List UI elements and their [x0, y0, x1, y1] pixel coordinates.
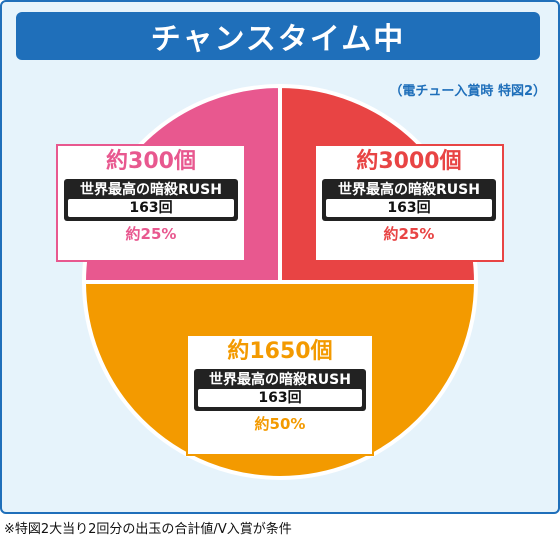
slice-percent-1650: 約50%: [254, 415, 306, 433]
slice-percent-3000: 約25%: [383, 225, 435, 243]
footnote: ※特図2大当り2回分の出玉の合計値/V入賞が条件: [4, 522, 292, 537]
slice-label-box-1650: 約1650個 世界最高の暗殺RUSH 163回 約50%: [186, 334, 374, 456]
slice-amount-1650: 約1650個: [227, 339, 333, 364]
slice-amount-300: 約300個: [106, 149, 196, 174]
slice-label-box-3000: 約3000個 世界最高の暗殺RUSH 163回 約25%: [314, 144, 504, 262]
slice-amount-3000: 約3000個: [356, 149, 462, 174]
chart-subtitle: （電チュー入賞時 特図2）: [389, 84, 546, 99]
round-count-1650: 163回: [198, 389, 362, 407]
round-count-300: 163回: [68, 199, 234, 217]
rush-label-300: 世界最高の暗殺RUSH: [80, 182, 222, 198]
round-count-3000: 163回: [326, 199, 492, 217]
chart-title: チャンスタイム中: [150, 22, 406, 57]
slice-percent-300: 約25%: [125, 225, 177, 243]
rush-label-1650: 世界最高の暗殺RUSH: [209, 372, 351, 388]
slice-label-box-300: 約300個 世界最高の暗殺RUSH 163回 約25%: [56, 144, 246, 262]
rush-bar-1650: 世界最高の暗殺RUSH 163回: [194, 369, 366, 411]
rush-label-3000: 世界最高の暗殺RUSH: [338, 182, 480, 198]
rush-bar-300: 世界最高の暗殺RUSH 163回: [64, 179, 238, 221]
rush-bar-3000: 世界最高の暗殺RUSH 163回: [322, 179, 496, 221]
title-bar: チャンスタイム中: [16, 12, 540, 60]
